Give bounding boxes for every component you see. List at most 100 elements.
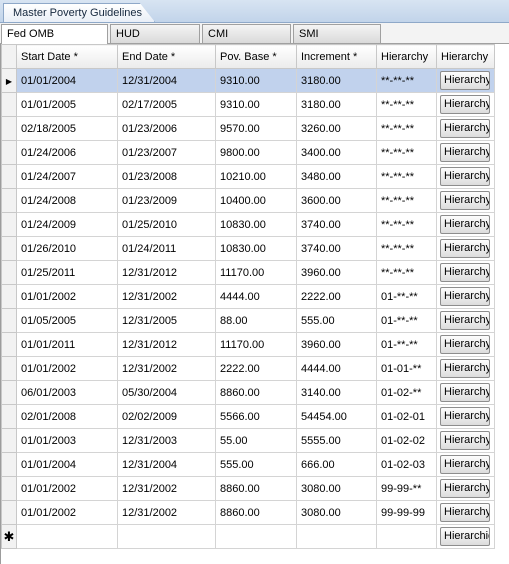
end-date-cell[interactable]: 12/31/2004: [117, 452, 216, 477]
row-header[interactable]: [1, 356, 17, 381]
table-row[interactable]: 01/01/2005 02/17/2005 9310.00 3180.00 **-**-…: [1, 92, 495, 117]
pov-base-cell[interactable]: 55.00: [215, 428, 297, 453]
hierarchy-cell[interactable]: **-**-**: [376, 236, 437, 261]
row-header[interactable]: [1, 140, 17, 165]
end-date-cell[interactable]: 01/23/2006: [117, 116, 216, 141]
increment-cell[interactable]: 3180.00: [296, 68, 377, 93]
hierarchy-button[interactable]: Hierarchy: [440, 119, 490, 138]
start-date-cell[interactable]: 01/01/2005: [16, 92, 118, 117]
hierarchy-cell[interactable]: 01-02-03: [376, 452, 437, 477]
start-date-cell[interactable]: 01/01/2002: [16, 476, 118, 501]
end-date-cell[interactable]: 12/31/2012: [117, 260, 216, 285]
row-header[interactable]: [1, 212, 17, 237]
start-date-cell[interactable]: 01/01/2002: [16, 500, 118, 525]
end-date-cell[interactable]: 12/31/2004: [117, 68, 216, 93]
row-header[interactable]: ▶: [1, 68, 17, 93]
increment-cell[interactable]: 555.00: [296, 308, 377, 333]
pov-base-cell[interactable]: 9800.00: [215, 140, 297, 165]
pov-base-cell[interactable]: 10830.00: [215, 212, 297, 237]
table-row[interactable]: ▶ 01/01/2004 12/31/2004 9310.00 3180.00 **-**…: [1, 68, 495, 93]
hierarchy-cell[interactable]: **-**-**: [376, 68, 437, 93]
row-header[interactable]: [1, 116, 17, 141]
pov-base-cell[interactable]: 8860.00: [215, 500, 297, 525]
hierarchy-button[interactable]: Hierarchy: [440, 479, 490, 498]
table-row[interactable]: 01/01/2011 12/31/2012 11170.00 3960.00 01-**…: [1, 332, 495, 357]
new-row-cell[interactable]: [296, 524, 377, 549]
end-date-cell[interactable]: 01/23/2009: [117, 188, 216, 213]
new-row-cell[interactable]: [376, 524, 437, 549]
hierarchy-button[interactable]: Hierarchy: [440, 503, 490, 522]
hierarchy-cell[interactable]: 01-01-**: [376, 356, 437, 381]
row-header[interactable]: [1, 404, 17, 429]
tab-smi[interactable]: SMI: [293, 24, 381, 43]
end-date-cell[interactable]: 01/23/2007: [117, 140, 216, 165]
table-row[interactable]: 01/24/2008 01/23/2009 10400.00 3600.00 **-**…: [1, 188, 495, 213]
hierarchy-button[interactable]: Hierarchy: [440, 167, 490, 186]
row-header[interactable]: [1, 308, 17, 333]
row-header[interactable]: [1, 332, 17, 357]
pov-base-cell[interactable]: 8860.00: [215, 476, 297, 501]
end-date-cell[interactable]: 12/31/2012: [117, 332, 216, 357]
hierarchy-button[interactable]: Hierarchy: [440, 287, 490, 306]
pov-base-cell[interactable]: 10210.00: [215, 164, 297, 189]
increment-cell[interactable]: 3960.00: [296, 332, 377, 357]
start-date-cell[interactable]: 01/26/2010: [16, 236, 118, 261]
increment-cell[interactable]: 3260.00: [296, 116, 377, 141]
increment-cell[interactable]: 4444.00: [296, 356, 377, 381]
hierarchy-cell[interactable]: **-**-**: [376, 164, 437, 189]
increment-cell[interactable]: 3740.00: [296, 212, 377, 237]
hierarchy-cell[interactable]: 01-02-02: [376, 428, 437, 453]
row-header[interactable]: [1, 476, 17, 501]
start-date-cell[interactable]: 01/25/2011: [16, 260, 118, 285]
hierarchy-button[interactable]: Hierarchy: [440, 71, 490, 90]
row-header[interactable]: [1, 92, 17, 117]
hierarchy-button[interactable]: Hierarchy: [440, 263, 490, 282]
hierarchy-button[interactable]: Hierarchy: [440, 95, 490, 114]
new-row[interactable]: ✱ Hierarchie: [1, 524, 495, 549]
hierarchy-button[interactable]: Hierarchy: [440, 191, 490, 210]
increment-cell[interactable]: 3080.00: [296, 476, 377, 501]
pov-base-cell[interactable]: 8860.00: [215, 380, 297, 405]
increment-cell[interactable]: 666.00: [296, 452, 377, 477]
increment-cell[interactable]: 3180.00: [296, 92, 377, 117]
hierarchy-cell[interactable]: **-**-**: [376, 212, 437, 237]
pov-base-cell[interactable]: 11170.00: [215, 332, 297, 357]
hierarchy-cell[interactable]: 01-**-**: [376, 284, 437, 309]
increment-cell[interactable]: 3960.00: [296, 260, 377, 285]
pov-base-cell[interactable]: 9570.00: [215, 116, 297, 141]
new-row-cell[interactable]: [215, 524, 297, 549]
table-row[interactable]: 02/18/2005 01/23/2006 9570.00 3260.00 **-**-…: [1, 116, 495, 141]
row-header[interactable]: [1, 452, 17, 477]
column-header-hierarchy-button[interactable]: Hierarchy: [436, 44, 495, 69]
increment-cell[interactable]: 3600.00: [296, 188, 377, 213]
hierarchy-button[interactable]: Hierarchy: [440, 431, 490, 450]
start-date-cell[interactable]: 01/01/2002: [16, 284, 118, 309]
pov-base-cell[interactable]: 9310.00: [215, 68, 297, 93]
increment-cell[interactable]: 54454.00: [296, 404, 377, 429]
start-date-cell[interactable]: 06/01/2003: [16, 380, 118, 405]
new-row-cell[interactable]: [16, 524, 118, 549]
pov-base-cell[interactable]: 10400.00: [215, 188, 297, 213]
column-header-hierarchy[interactable]: Hierarchy: [376, 44, 437, 69]
hierarchy-button[interactable]: Hierarchy: [440, 455, 490, 474]
end-date-cell[interactable]: 01/24/2011: [117, 236, 216, 261]
start-date-cell[interactable]: 01/01/2004: [16, 68, 118, 93]
end-date-cell[interactable]: 02/02/2009: [117, 404, 216, 429]
table-row[interactable]: 01/01/2002 12/31/2002 8860.00 3080.00 99-99-…: [1, 476, 495, 501]
start-date-cell[interactable]: 02/18/2005: [16, 116, 118, 141]
table-row[interactable]: 01/24/2009 01/25/2010 10830.00 3740.00 **-**…: [1, 212, 495, 237]
hierarchy-button[interactable]: Hierarchy: [440, 335, 490, 354]
hierarchy-cell[interactable]: 99-99-99: [376, 500, 437, 525]
hierarchy-cell[interactable]: **-**-**: [376, 116, 437, 141]
hierarchy-button[interactable]: Hierarchy: [440, 143, 490, 162]
pov-base-cell[interactable]: 4444.00: [215, 284, 297, 309]
hierarchy-button[interactable]: Hierarchy: [440, 311, 490, 330]
end-date-cell[interactable]: 01/25/2010: [117, 212, 216, 237]
start-date-cell[interactable]: 01/24/2008: [16, 188, 118, 213]
end-date-cell[interactable]: 05/30/2004: [117, 380, 216, 405]
table-row[interactable]: 01/05/2005 12/31/2005 88.00 555.00 01-**-** H…: [1, 308, 495, 333]
pov-base-cell[interactable]: 555.00: [215, 452, 297, 477]
table-row[interactable]: 02/01/2008 02/02/2009 5566.00 54454.00 01-02…: [1, 404, 495, 429]
tab-fed-omb[interactable]: Fed OMB: [1, 24, 108, 44]
end-date-cell[interactable]: 12/31/2002: [117, 476, 216, 501]
